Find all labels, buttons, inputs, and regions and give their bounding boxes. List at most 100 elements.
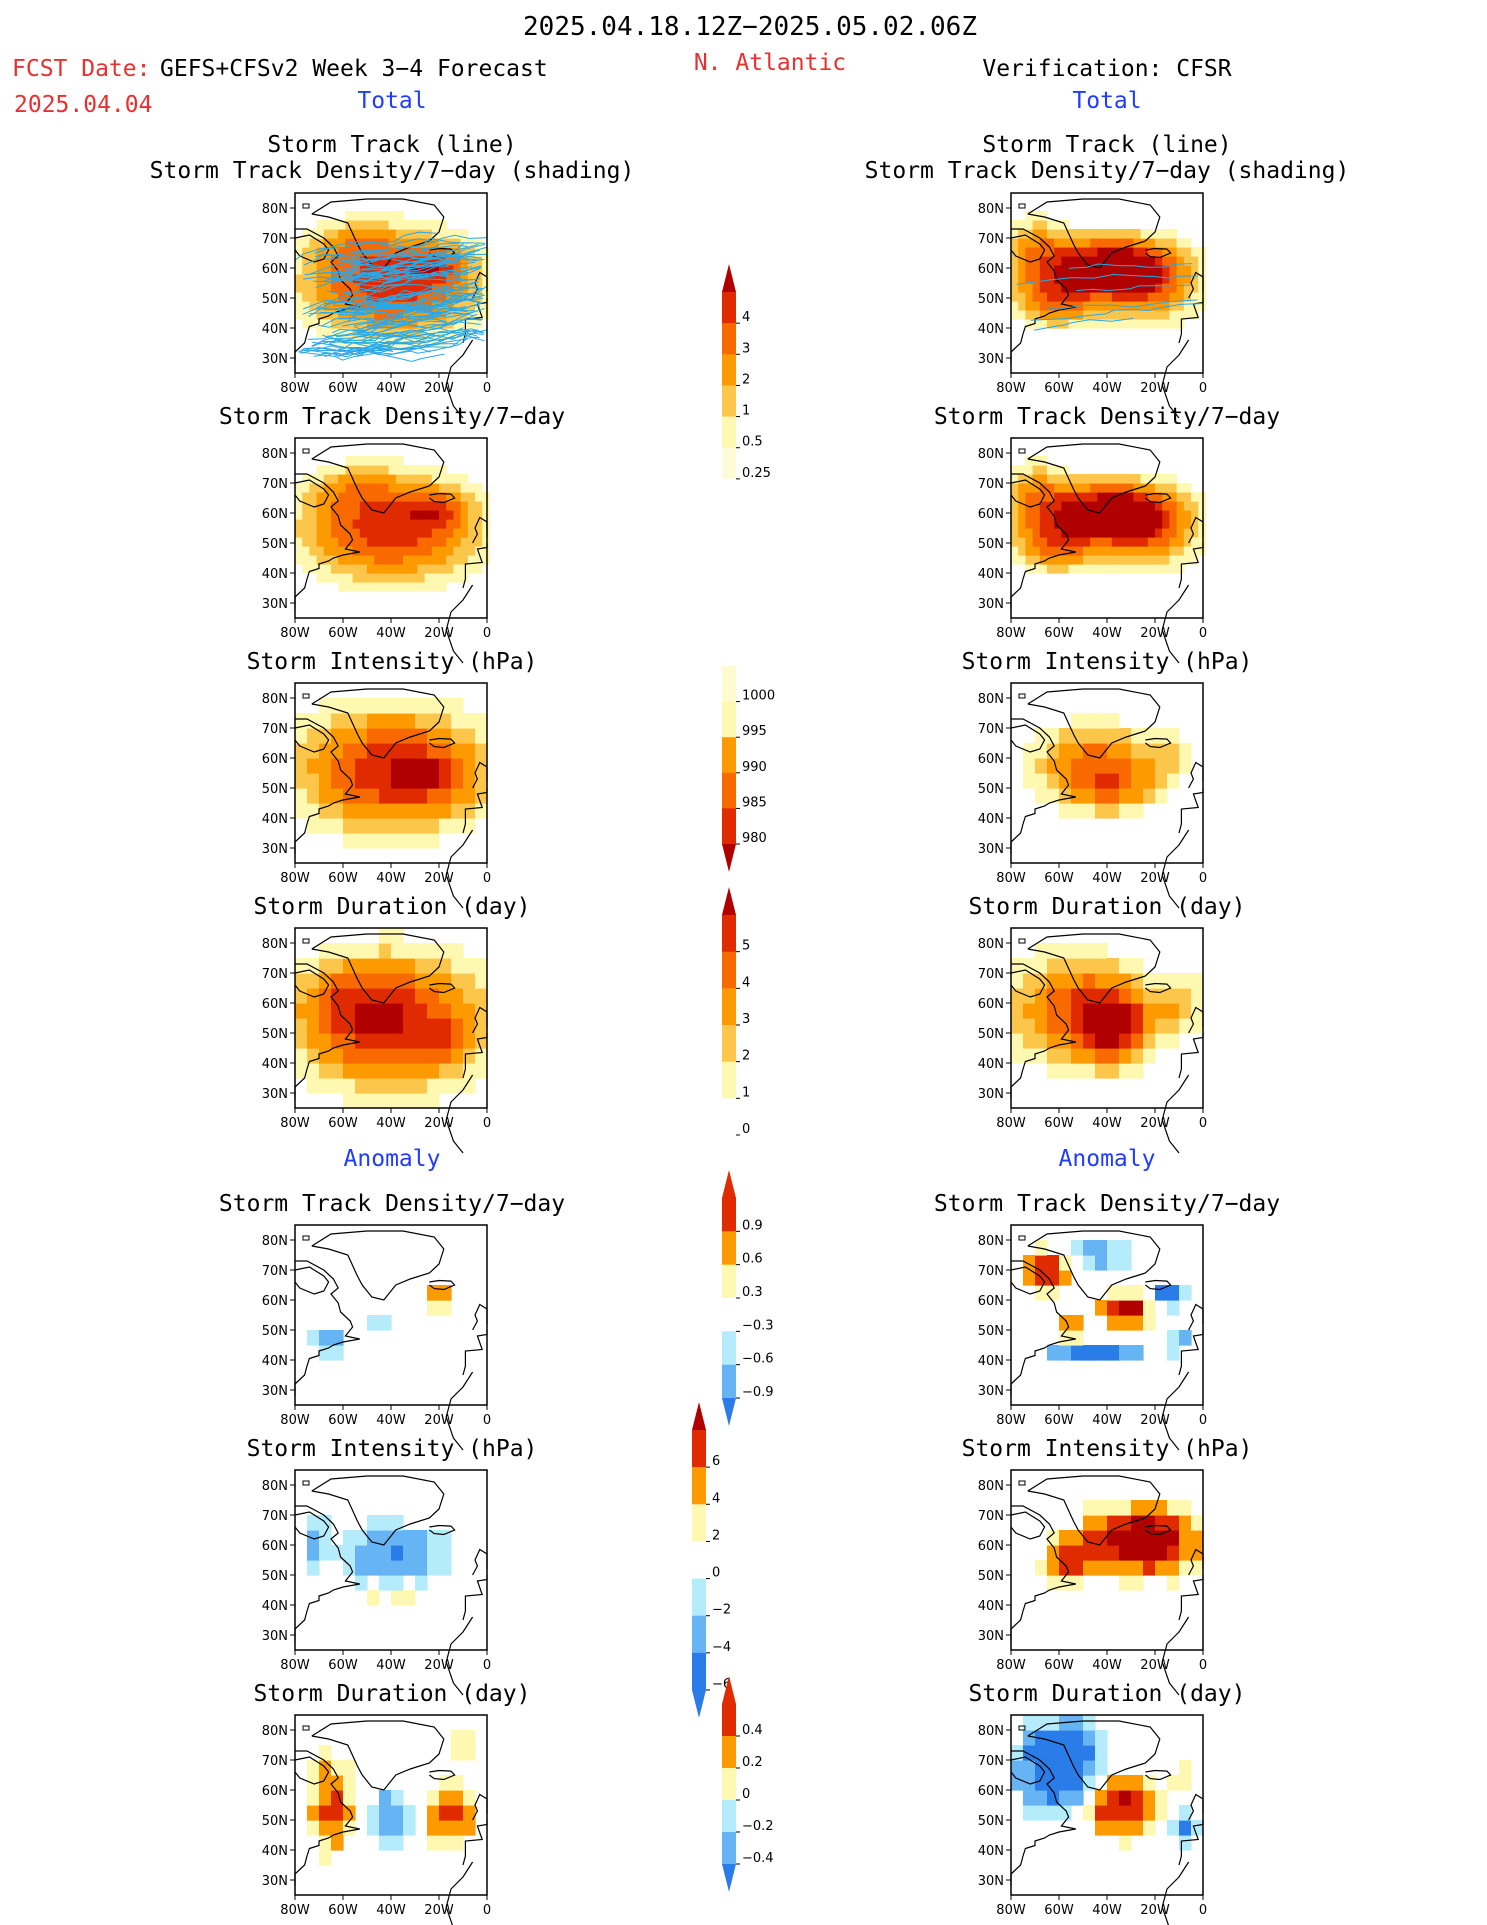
grid-cell	[379, 773, 392, 789]
grid-cell	[345, 492, 354, 502]
grid-cell	[1119, 247, 1127, 257]
grid-cell	[1119, 528, 1127, 538]
colorbar-label: 4	[742, 975, 750, 990]
anomaly-cell	[379, 1790, 392, 1806]
lon-tick-label: 0	[1199, 1658, 1207, 1673]
grid-cell	[1147, 501, 1156, 511]
anomaly-cell	[427, 1285, 440, 1301]
grid-cell	[367, 958, 380, 974]
grid-cell	[1018, 546, 1026, 556]
grid-cell	[439, 1078, 452, 1094]
grid-cell	[395, 501, 404, 511]
grid-cell	[388, 528, 397, 538]
grid-cell	[1039, 310, 1048, 320]
grid-cell	[1011, 973, 1024, 989]
coastline	[472, 271, 488, 299]
grid-cell	[1083, 1063, 1096, 1079]
panel-title-track-shading-right: Storm Track Density/7−day (shading)	[864, 158, 1350, 184]
grid-cell	[460, 265, 469, 275]
grid-cell	[367, 743, 380, 759]
lat-tick-label: 30N	[262, 1384, 288, 1399]
anomaly-cell	[403, 1545, 416, 1561]
grid-cell	[331, 265, 339, 275]
grid-cell	[1111, 501, 1120, 511]
grid-cell	[424, 501, 433, 511]
grid-cell	[417, 564, 426, 574]
anomaly-cell	[355, 1530, 368, 1546]
lon-tick-label: 40W	[1092, 1658, 1122, 1673]
grid-cell	[1107, 803, 1120, 819]
grid-cell	[431, 510, 440, 520]
grid-cell	[1169, 265, 1178, 275]
grid-cell	[323, 492, 332, 502]
grid-cell	[367, 1033, 380, 1049]
grid-cell	[439, 483, 447, 493]
grid-cell	[1183, 492, 1192, 502]
anomaly-cell	[1035, 1730, 1048, 1746]
grid-cell	[1011, 256, 1019, 266]
grid-cell	[1183, 555, 1192, 565]
lat-tick-label: 30N	[262, 352, 288, 367]
grid-cell	[1083, 283, 1091, 293]
grid-cell	[482, 256, 490, 266]
grid-cell	[1133, 238, 1142, 248]
lon-tick-label: 60W	[1044, 871, 1074, 886]
grid-cell	[439, 274, 447, 284]
grid-cell	[403, 728, 416, 744]
grid-cell	[475, 1033, 488, 1049]
grid-cell	[431, 319, 440, 329]
colorbar-swatch	[722, 1364, 736, 1399]
map-background	[1011, 193, 1203, 373]
grid-cell	[355, 1003, 368, 1019]
grid-cell	[1126, 256, 1134, 266]
grid-cell	[395, 319, 404, 329]
grid-cell	[1068, 474, 1077, 484]
grid-cell	[1023, 958, 1036, 974]
grid-cell	[1047, 943, 1060, 959]
grid-cell	[403, 1048, 416, 1064]
anomaly-cell	[1191, 1560, 1204, 1576]
grid-cell	[331, 728, 344, 744]
grid-cell	[374, 319, 382, 329]
grid-cell	[415, 698, 428, 714]
grid-cell	[302, 292, 310, 302]
storm-track-line	[314, 234, 487, 254]
grid-cell	[1023, 973, 1036, 989]
grid-cell	[451, 1063, 464, 1079]
grid-cell	[355, 1063, 368, 1079]
grid-cell	[427, 1018, 440, 1034]
grid-cell	[1133, 510, 1142, 520]
anomaly-cell	[1047, 1270, 1060, 1286]
grid-cell	[1176, 528, 1185, 538]
anomaly-cell	[451, 1820, 464, 1836]
grid-cell	[410, 492, 418, 502]
grid-cell	[343, 943, 356, 959]
anomaly-cell	[1083, 1240, 1096, 1256]
grid-cell	[475, 519, 483, 529]
coastline	[1010, 718, 1076, 854]
grid-cell	[439, 555, 447, 565]
storm-track-line	[307, 329, 413, 340]
grid-cell	[1025, 555, 1034, 565]
grid-cell	[424, 265, 433, 275]
grid-cell	[367, 519, 375, 529]
grid-cell	[1126, 519, 1134, 529]
grid-cell	[439, 501, 447, 511]
grid-cell	[1090, 510, 1098, 520]
grid-cell	[1054, 247, 1062, 257]
grid-cell	[451, 773, 464, 789]
grid-cell	[1025, 492, 1034, 502]
grid-cell	[345, 247, 354, 257]
grid-cell	[1147, 546, 1156, 556]
grid-cell	[331, 328, 339, 338]
grid-cell	[1039, 564, 1048, 574]
grid-cell	[439, 564, 447, 574]
grid-cell	[1111, 319, 1120, 329]
grid-cell	[1155, 310, 1163, 320]
grid-cell	[403, 537, 411, 547]
grid-cell	[415, 1003, 428, 1019]
grid-cell	[1133, 528, 1142, 538]
grid-cell	[388, 555, 397, 565]
grid-cell	[331, 1048, 344, 1064]
